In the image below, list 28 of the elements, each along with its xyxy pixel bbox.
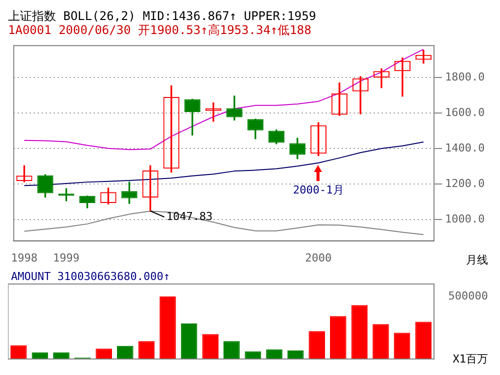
bar xyxy=(308,331,325,359)
x-tick-label: 1999 xyxy=(53,251,80,264)
bar xyxy=(415,322,432,359)
annotation: 2000-1月 xyxy=(293,183,344,196)
chart-title: 上证指数 BOLL(26,2) MID:1436.867↑ UPPER:1959 xyxy=(8,8,318,23)
annotation: 1047.83 xyxy=(166,210,213,223)
bar xyxy=(351,305,368,359)
x-tick-label: 1998 xyxy=(10,251,38,264)
bar xyxy=(180,323,198,359)
bar xyxy=(287,350,304,359)
bar xyxy=(53,352,70,359)
bar xyxy=(266,349,282,359)
bar xyxy=(330,316,346,359)
y-tick-label: 1000.0 xyxy=(445,212,485,226)
bar xyxy=(394,332,410,359)
bar xyxy=(372,324,389,359)
text: X1百万 xyxy=(452,352,488,366)
text: 500000 xyxy=(448,289,488,302)
bar xyxy=(160,296,176,359)
chart-subtitle: 1A0001 2000/06/30 开1900.53↑高1953.34↑低188 xyxy=(8,22,312,37)
y-tick-label: 1800.0 xyxy=(445,70,485,84)
bar xyxy=(202,334,218,359)
y-tick-label: 1400.0 xyxy=(445,141,485,154)
chart-title: AMOUNT 310030663680.000↑ xyxy=(11,270,170,283)
y-tick-label: 1600.0 xyxy=(445,106,485,119)
y-tick-label: 1200.0 xyxy=(445,176,485,190)
x-tick-label: 2000 xyxy=(305,251,332,264)
text: 月线 xyxy=(466,253,488,266)
